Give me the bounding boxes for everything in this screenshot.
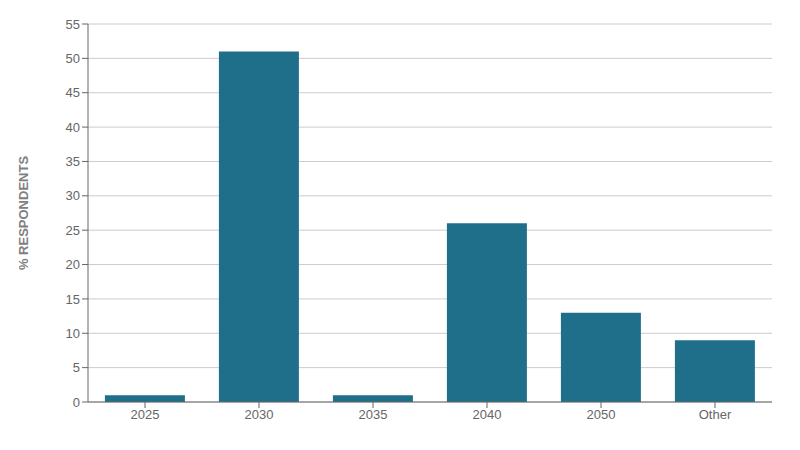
svg-text:% RESPONDENTS: % RESPONDENTS — [16, 156, 31, 270]
svg-text:Other: Other — [699, 407, 732, 422]
svg-text:2030: 2030 — [245, 407, 274, 422]
svg-text:2035: 2035 — [359, 407, 388, 422]
svg-text:25: 25 — [66, 223, 80, 238]
svg-text:50: 50 — [66, 51, 80, 66]
svg-text:45: 45 — [66, 85, 80, 100]
svg-text:20: 20 — [66, 257, 80, 272]
svg-text:2040: 2040 — [473, 407, 502, 422]
svg-text:30: 30 — [66, 188, 80, 203]
svg-text:40: 40 — [66, 120, 80, 135]
svg-text:2025: 2025 — [131, 407, 160, 422]
svg-text:15: 15 — [66, 292, 80, 307]
svg-text:35: 35 — [66, 154, 80, 169]
svg-text:10: 10 — [66, 326, 80, 341]
svg-text:55: 55 — [66, 17, 80, 32]
svg-text:0: 0 — [73, 395, 80, 410]
svg-text:2050: 2050 — [587, 407, 616, 422]
svg-text:5: 5 — [73, 360, 80, 375]
